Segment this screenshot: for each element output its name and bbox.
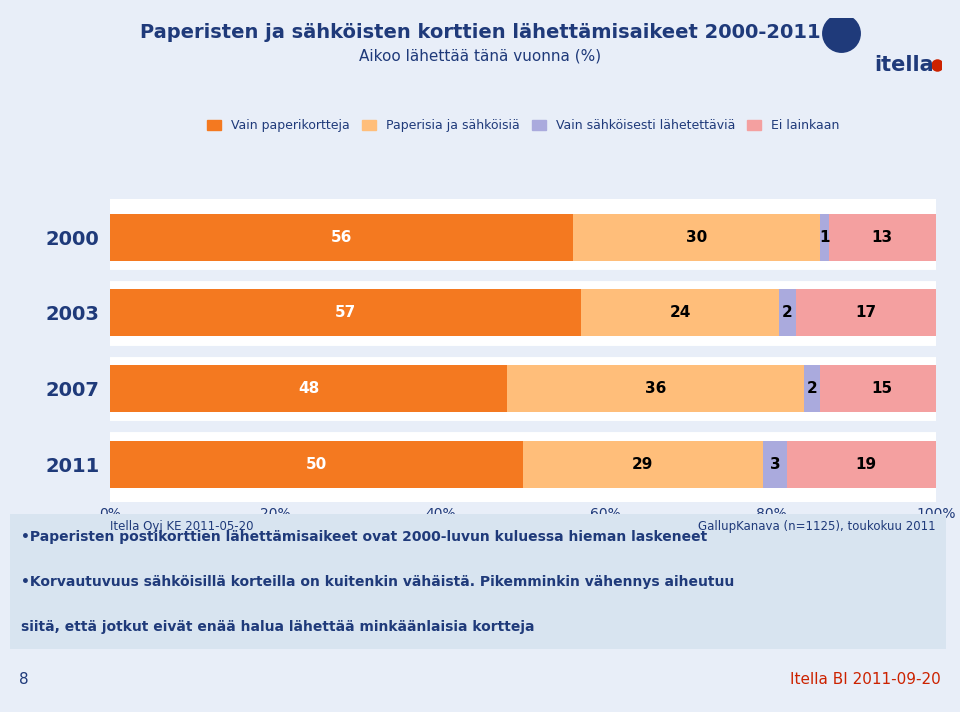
Text: 30: 30 <box>686 230 708 245</box>
Text: 24: 24 <box>669 305 691 320</box>
Text: •Paperisten postikorttien lähettämisaikeet ovat 2000-luvun kuluessa hieman laske: •Paperisten postikorttien lähettämisaike… <box>21 530 708 544</box>
Bar <box>762 441 787 488</box>
Text: Aikoo lähettää tänä vuonna (%): Aikoo lähettää tänä vuonna (%) <box>359 48 601 63</box>
Bar <box>110 214 573 261</box>
Bar <box>110 289 581 336</box>
Text: 13: 13 <box>872 230 893 245</box>
Bar <box>821 214 828 261</box>
Text: 8: 8 <box>19 672 29 688</box>
Text: 3: 3 <box>770 456 780 471</box>
Bar <box>780 289 796 336</box>
Text: Paperisten ja sähköisten korttien lähettämisaikeet 2000-2011: Paperisten ja sähköisten korttien lähett… <box>140 23 820 41</box>
Text: 48: 48 <box>298 381 319 396</box>
Bar <box>523 441 762 488</box>
Bar <box>581 289 780 336</box>
Legend: Vain paperikortteja, Paperisia ja sähköisiä, Vain sähköisesti lähetettäviä, Ei l: Vain paperikortteja, Paperisia ja sähköi… <box>206 120 840 132</box>
Bar <box>821 365 945 412</box>
Bar <box>804 365 821 412</box>
Text: 2: 2 <box>782 305 793 320</box>
Text: 2: 2 <box>806 381 818 396</box>
Text: itella: itella <box>874 55 934 75</box>
Text: 29: 29 <box>633 456 654 471</box>
Text: 1: 1 <box>819 230 829 245</box>
Text: siitä, että jotkut eivät enää halua lähettää minkäänlaisia kortteja: siitä, että jotkut eivät enää halua lähe… <box>21 619 535 634</box>
Text: 50: 50 <box>306 456 327 471</box>
Text: 17: 17 <box>855 305 876 320</box>
Bar <box>787 441 945 488</box>
Bar <box>573 214 821 261</box>
Bar <box>507 365 804 412</box>
Text: •Korvautuvuus sähköisillä korteilla on kuitenkin vähäistä. Pikemminkin vähennys : •Korvautuvuus sähköisillä korteilla on k… <box>21 575 734 589</box>
Bar <box>110 365 507 412</box>
Text: 19: 19 <box>855 456 876 471</box>
Bar <box>828 214 936 261</box>
Text: Itella BI 2011-09-20: Itella BI 2011-09-20 <box>790 672 941 688</box>
Bar <box>796 289 936 336</box>
Text: Itella Oyj KE 2011-05-20: Itella Oyj KE 2011-05-20 <box>110 520 253 533</box>
Text: GallupKanava (n=1125), toukokuu 2011: GallupKanava (n=1125), toukokuu 2011 <box>698 520 936 533</box>
Text: 57: 57 <box>335 305 356 320</box>
Bar <box>110 441 523 488</box>
Text: 15: 15 <box>872 381 893 396</box>
Text: 36: 36 <box>644 381 666 396</box>
Text: 56: 56 <box>331 230 352 245</box>
